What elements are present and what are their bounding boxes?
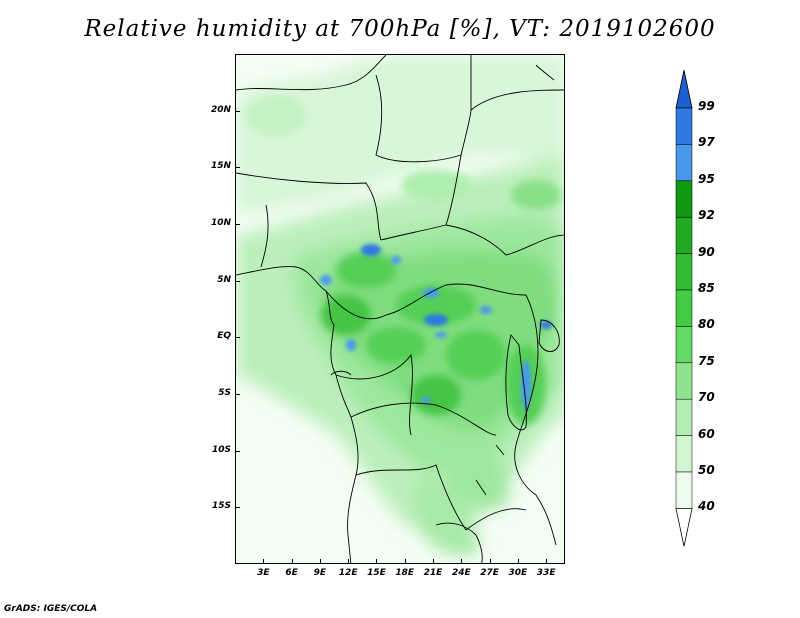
colorbar-label: 97 [698,135,715,150]
colorbar-label: 70 [698,390,715,405]
x-tick-label: 9E [313,568,327,578]
colorbar-segment [675,180,693,218]
y-tick [235,507,240,509]
y-tick [235,167,240,169]
colorbar-top-triangle [675,70,693,109]
x-tick-label: 18E [395,568,415,578]
colorbar-segment [675,216,693,254]
x-tick [546,559,548,564]
colorbar [675,70,693,547]
colorbar-label: 85 [698,281,715,295]
colorbar-label: 75 [698,353,715,368]
x-tick-label: 3E [257,568,270,578]
x-tick [433,559,434,564]
x-tick [489,559,491,564]
x-tick [348,559,350,564]
x-tick-label: 24E [451,568,471,578]
x-tick [291,559,293,564]
colorbar-label: 40 [698,499,715,514]
y-tick-label: 10S [211,444,231,455]
colorbar-segment [675,326,693,364]
y-tick [235,394,240,395]
colorbar-bottom-triangle [675,508,693,547]
colorbar-segment [675,398,693,436]
y-tick [235,450,240,452]
map-title: Relative humidity at 700hPa [%], VT: 201… [84,16,716,42]
x-tick-label: 12E [338,568,358,578]
y-tick [235,110,240,112]
x-tick-label: 33E [536,568,556,578]
colorbar-segment [675,362,693,400]
footer-credit: GrADS: IGES/COLA [4,604,98,614]
x-tick [404,559,406,564]
y-tick-label: 15S [211,501,231,512]
y-tick-label: 10N [210,218,231,228]
humidity-map [236,55,564,563]
x-tick-label: 6E [285,568,298,578]
colorbar-label: 50 [698,463,715,477]
x-tick [263,559,265,564]
x-tick [517,559,519,564]
colorbar-segment [675,435,693,473]
colorbar-segment [675,107,693,145]
x-tick [461,559,463,564]
colorbar-label: 80 [698,317,715,332]
x-tick [376,559,378,564]
y-tick [235,337,240,339]
colorbar-label: 95 [698,171,715,186]
y-tick-label: 5N [217,274,231,285]
x-tick-label: 30E [508,568,528,578]
y-tick-label: 20N [210,104,231,115]
x-tick-label: 21E [423,568,443,578]
colorbar-label: 90 [698,244,715,259]
coastlines-borders [236,55,564,563]
y-tick-label: EQ [217,331,231,342]
colorbar-label: 99 [698,99,715,113]
colorbar-label: 60 [698,426,715,441]
humidity-field [236,55,564,563]
y-tick [235,280,240,282]
x-tick-label: 27E [480,568,499,578]
colorbar-segment [675,144,693,182]
colorbar-segment [675,253,693,291]
colorbar-segment [675,289,693,327]
y-tick-label: 15N [210,161,231,172]
map-panel [235,54,565,564]
x-tick [319,559,321,564]
colorbar-segment [675,471,693,509]
y-tick [235,224,240,225]
y-tick-label: 5S [218,388,231,398]
x-tick-label: 15E [367,568,386,578]
colorbar-label: 92 [698,208,715,223]
